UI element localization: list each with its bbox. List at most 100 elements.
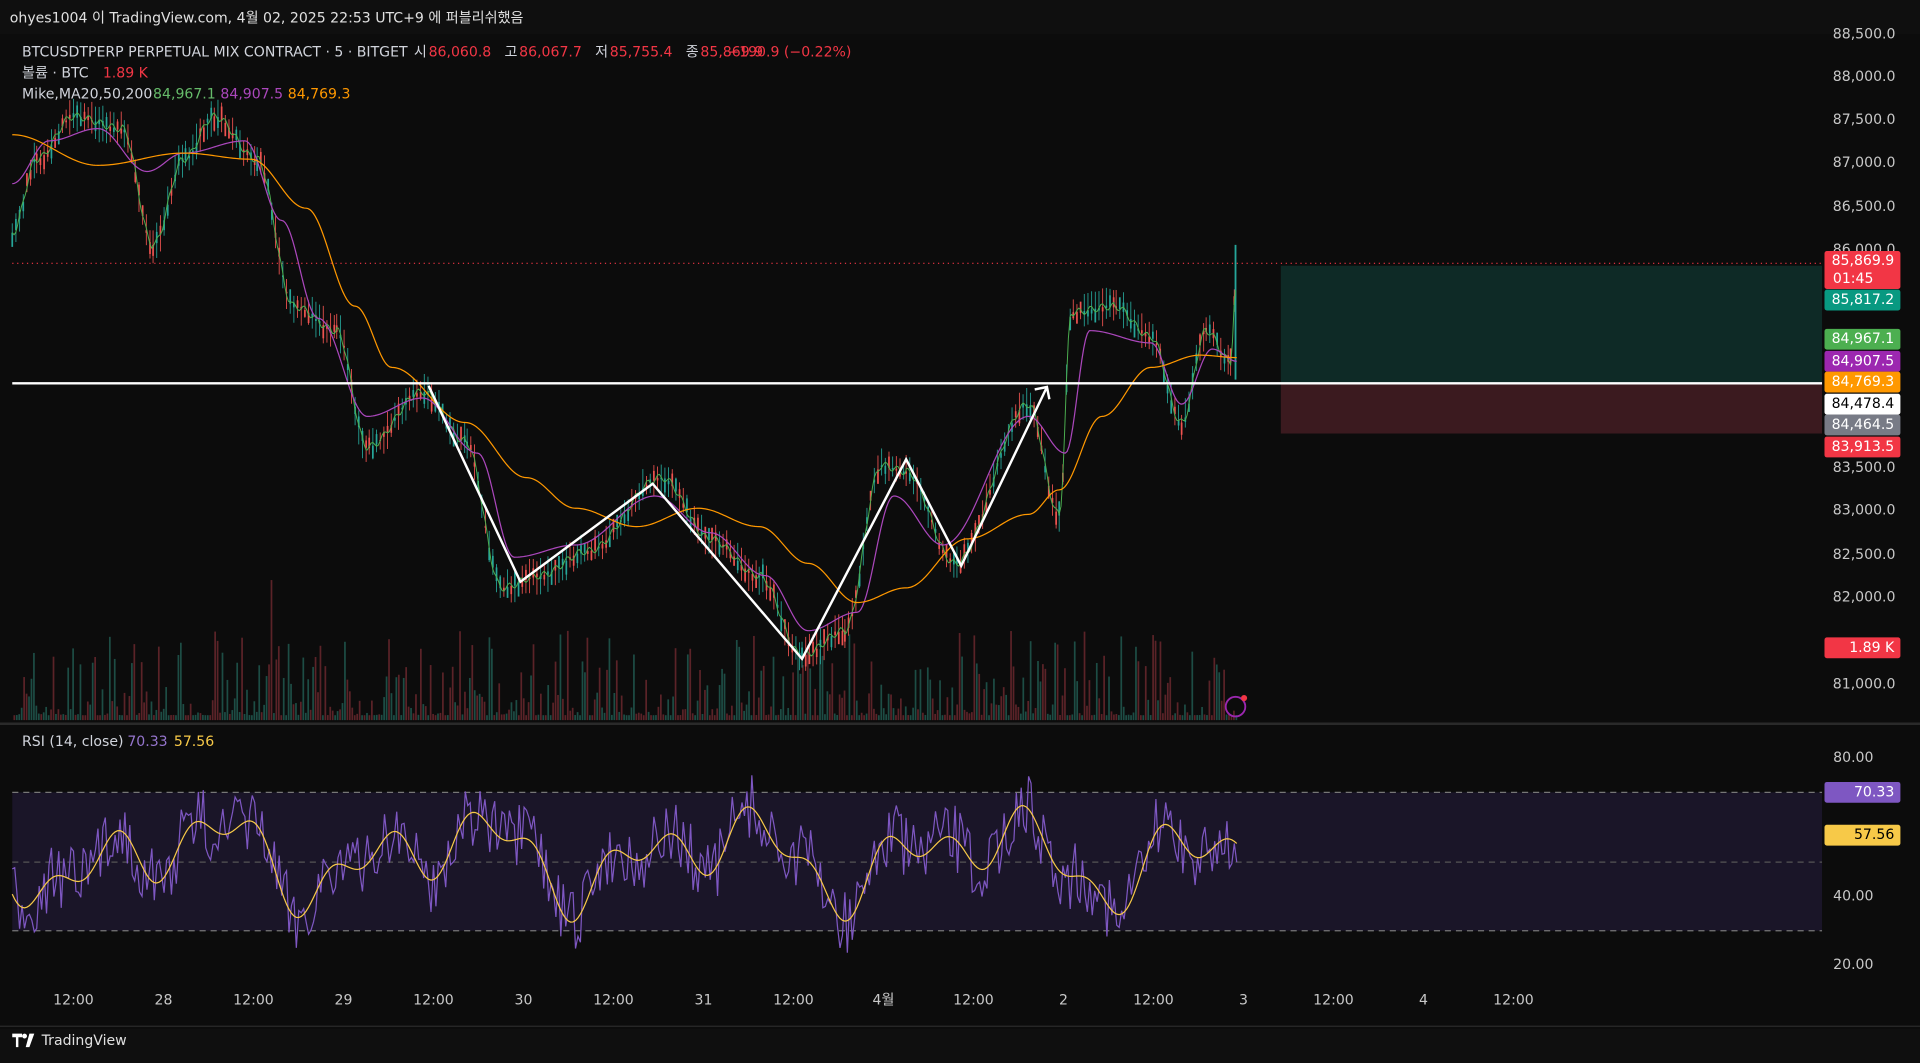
volume-bar <box>216 640 219 721</box>
candle-body <box>166 204 169 216</box>
volume-bar <box>344 641 346 721</box>
volume-bar <box>126 715 128 721</box>
volume-bar <box>464 691 466 721</box>
volume-bar <box>1022 677 1025 721</box>
volume-bar <box>1020 713 1022 721</box>
footer-text: TradingView <box>41 1033 127 1049</box>
volume-bar <box>674 648 677 721</box>
volume-bar <box>1093 714 1096 721</box>
volume-bar <box>500 714 503 721</box>
candle-body <box>1155 343 1158 346</box>
time-label: 31 <box>695 993 713 1009</box>
candle-body <box>525 569 527 581</box>
volume-bar <box>275 659 278 721</box>
time-label: 12:00 <box>233 993 274 1009</box>
candle-body <box>565 560 568 575</box>
candle-body <box>375 434 378 445</box>
candle-body <box>145 230 148 233</box>
volume-bar <box>892 708 895 721</box>
volume-bar <box>339 709 341 721</box>
price-badge <box>1824 781 1901 803</box>
candle-body <box>15 218 17 230</box>
volume-bar <box>564 715 567 721</box>
candle-body <box>949 558 952 563</box>
volume-bar <box>211 700 214 721</box>
volume-bar <box>694 715 696 721</box>
volume-bar <box>432 713 434 721</box>
candle-body <box>963 544 966 559</box>
candle-body <box>43 155 45 170</box>
volume-bar <box>143 702 145 721</box>
ma-value: 84,907.5 <box>220 86 283 102</box>
price-badge <box>1824 824 1901 846</box>
candle-body <box>823 629 825 644</box>
volume-bar <box>1228 714 1230 721</box>
volume-bar <box>35 705 38 721</box>
volume-bar <box>1174 713 1176 721</box>
volume-bar <box>958 633 961 721</box>
long-profit-zone <box>1280 265 1823 384</box>
volume-bar <box>72 648 74 721</box>
candle-body <box>1098 307 1100 311</box>
candle-body <box>580 545 582 554</box>
volume-bar <box>566 630 569 721</box>
volume-bar <box>57 709 60 721</box>
price-badge-text: 84,478.4 <box>1832 396 1895 412</box>
volume-bar <box>375 714 378 721</box>
volume-bar <box>735 639 738 721</box>
volume-bar <box>82 715 84 721</box>
volume-bar <box>1095 662 1098 721</box>
candle-body <box>612 518 615 533</box>
volume-bar <box>843 690 846 721</box>
price-badge <box>1824 251 1901 290</box>
ohlc-value: 85,869.9 <box>700 45 763 61</box>
volume-bar <box>175 715 177 721</box>
volume-bar <box>101 689 104 721</box>
candle-body <box>1118 297 1121 310</box>
price-badge <box>1824 350 1901 372</box>
price-tick-label: 87,000.0 <box>1833 155 1896 171</box>
price-badge-text: 85,817.2 <box>1832 292 1895 308</box>
candle-body <box>627 508 630 521</box>
footer-logo <box>12 1033 35 1048</box>
price-badge <box>1824 436 1901 458</box>
volume-bar <box>934 713 936 721</box>
price-badge-text: 85,869.9 <box>1832 253 1895 269</box>
candle-body <box>736 560 739 571</box>
candle-body <box>844 630 846 642</box>
volume-bar <box>655 715 657 721</box>
ma-value: 84,967.1 <box>153 86 216 102</box>
candle-body <box>1047 485 1050 498</box>
volume-bar <box>753 635 755 721</box>
volume-bar <box>936 710 939 721</box>
volume-bar <box>584 672 586 721</box>
volume-bar <box>1181 715 1184 721</box>
volume-bar <box>427 715 430 721</box>
price-tick-label: 88,500.0 <box>1833 26 1896 42</box>
volume-bar <box>373 715 376 721</box>
volume-bar <box>985 682 988 721</box>
volume-bar <box>478 693 481 721</box>
ohlc-label: 고 <box>504 45 517 61</box>
volume-bar <box>263 704 265 721</box>
volume-bar <box>461 714 464 721</box>
volume-bar <box>657 706 660 721</box>
candle-body <box>29 169 32 180</box>
volume-bar <box>253 701 256 721</box>
candle-body <box>83 111 86 120</box>
candle-body <box>594 536 596 551</box>
chart-drawing <box>0 262 1920 1027</box>
volume-bar <box>696 700 699 721</box>
volume-bar <box>412 713 415 721</box>
volume-bar <box>1176 702 1179 721</box>
price-tick-label: 87,500.0 <box>1833 112 1896 128</box>
candle-body <box>152 244 154 256</box>
candle-body <box>203 127 205 142</box>
volume-bar <box>182 704 185 721</box>
candle-body <box>307 312 310 323</box>
volume-bar <box>1083 631 1086 721</box>
volume-bar <box>1154 640 1157 721</box>
candle-body <box>113 127 115 132</box>
volume-bar <box>713 715 716 721</box>
